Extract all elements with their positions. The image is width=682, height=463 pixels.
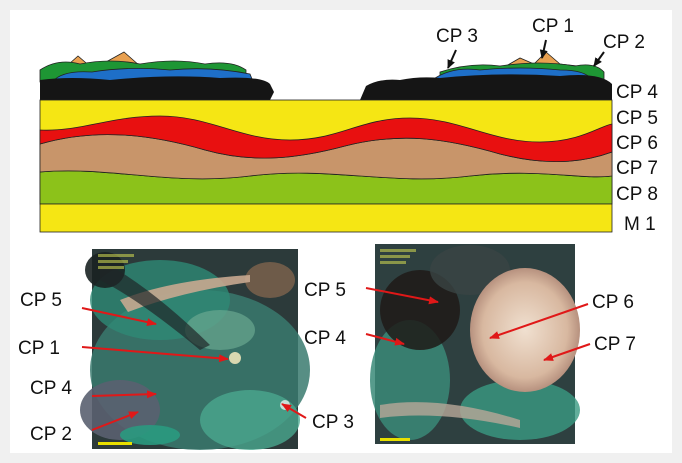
arrow-cp3-surface <box>447 49 457 69</box>
layer-cp8 <box>39 170 613 205</box>
arrow-left-cp5 <box>81 307 157 327</box>
label-left-cp4: CP 4 <box>30 378 72 399</box>
arrow-left-cp3 <box>281 403 307 419</box>
cross-section-diagram: CP 3 CP 1 CP 2 CP 4 CP 5 CP 6 CP 7 CP 8 … <box>39 16 658 235</box>
arrow-right-cp4 <box>365 333 405 346</box>
right-annotations: CP 5 CP 4 CP 6 CP 7 <box>304 280 636 361</box>
arrow-right-cp5 <box>365 287 439 305</box>
arrow-left-cp1 <box>81 346 229 363</box>
layer-cp4-right <box>360 74 612 100</box>
arrow-cp2-surface <box>593 51 605 67</box>
micrograph-right <box>370 244 580 444</box>
label-cp5-layer: CP 5 <box>616 108 658 129</box>
label-right-cp7: CP 7 <box>594 334 636 355</box>
layer-cp4-left <box>40 76 274 100</box>
label-cp1-surface: CP 1 <box>532 16 574 37</box>
arrow-right-cp6 <box>489 303 589 339</box>
label-cp8-layer: CP 8 <box>616 184 658 205</box>
label-cp7-layer: CP 7 <box>616 158 658 179</box>
arrow-left-cp4 <box>91 390 157 399</box>
left-annotations: CP 5 CP 1 CP 4 CP 2 CP 3 <box>18 290 354 445</box>
label-right-cp6: CP 6 <box>592 292 634 313</box>
label-cp6-layer: CP 6 <box>616 133 658 154</box>
label-left-cp3: CP 3 <box>312 412 354 433</box>
label-left-cp1: CP 1 <box>18 338 60 359</box>
micrograph-left <box>80 249 310 450</box>
arrow-cp1-surface <box>539 39 548 59</box>
label-right-cp4: CP 4 <box>304 328 346 349</box>
label-left-cp2: CP 2 <box>30 424 72 445</box>
label-m1-layer: M 1 <box>624 214 656 235</box>
arrow-right-cp7 <box>543 343 591 361</box>
layer-cp6 <box>39 115 613 163</box>
label-cp3-surface: CP 3 <box>436 26 478 47</box>
label-right-cp5: CP 5 <box>304 280 346 301</box>
layer-m1 <box>39 203 613 233</box>
arrow-left-cp2 <box>91 411 139 431</box>
label-cp4-layer: CP 4 <box>616 82 658 103</box>
label-left-cp5: CP 5 <box>20 290 62 311</box>
label-cp2-surface: CP 2 <box>603 32 645 53</box>
